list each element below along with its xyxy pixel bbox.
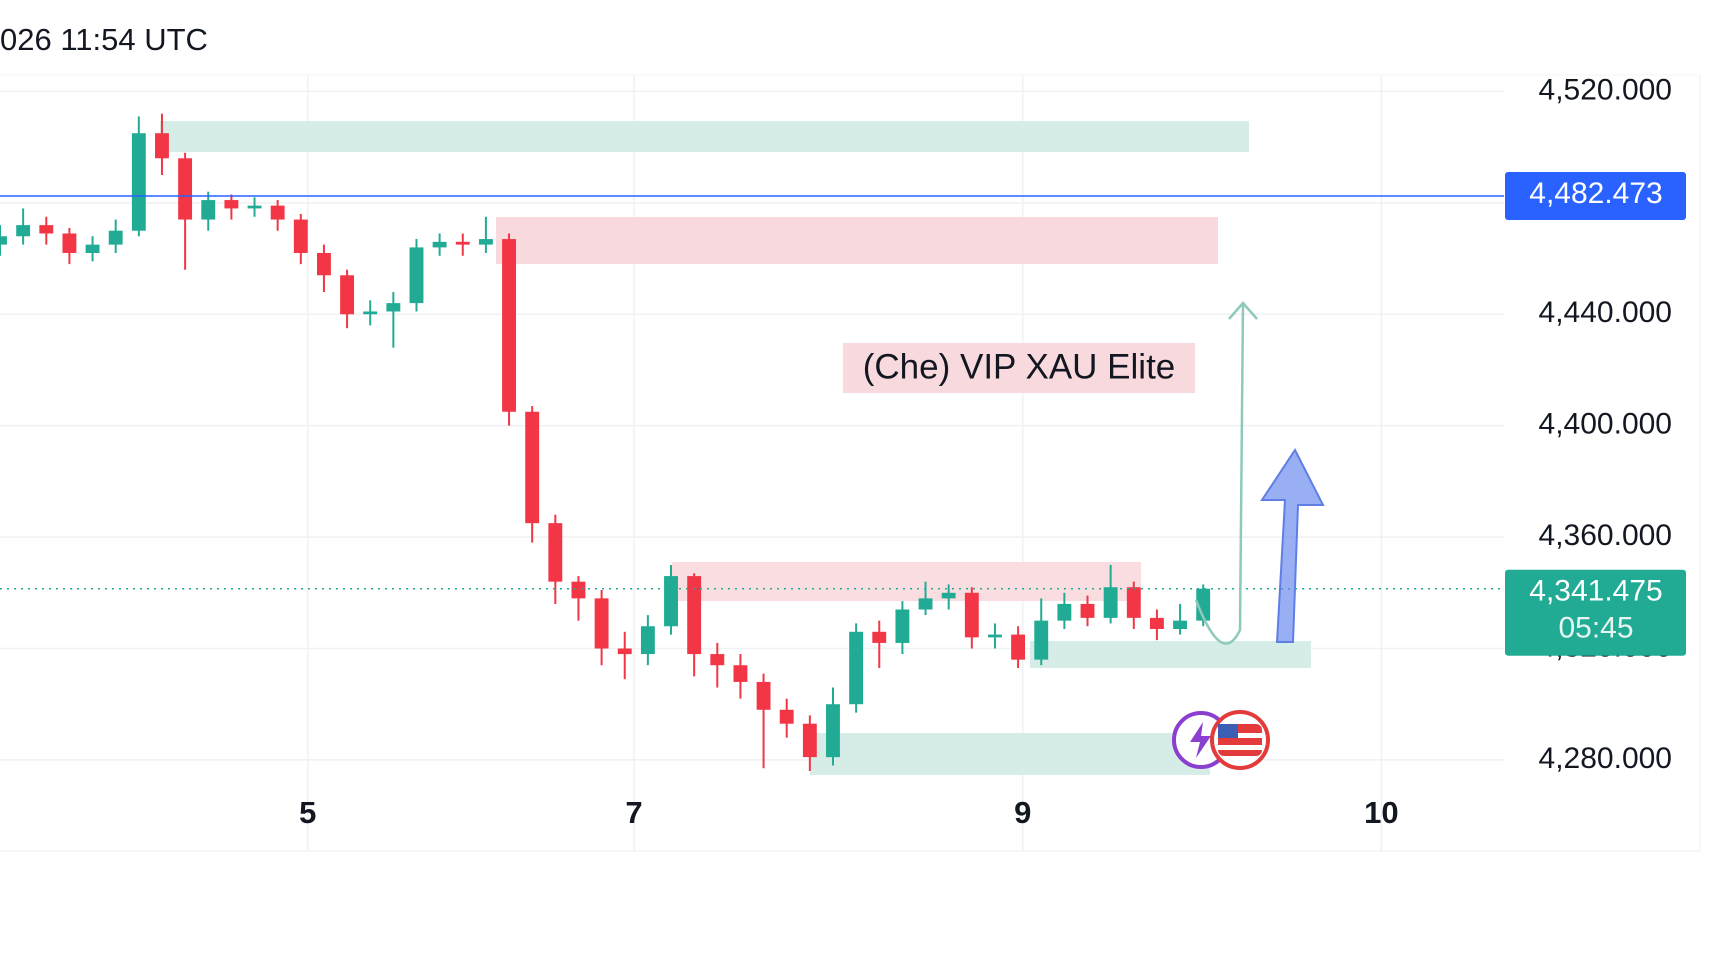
price-lines bbox=[0, 195, 1504, 590]
price-tag bbox=[1505, 171, 1686, 220]
candle-body bbox=[571, 581, 586, 599]
annotation-box bbox=[843, 343, 1195, 393]
candle-body bbox=[756, 681, 771, 710]
drawings: (Che) VIP XAU Elite bbox=[843, 301, 1325, 770]
candle-body bbox=[1080, 603, 1095, 618]
event-icon-bolt bbox=[1190, 722, 1211, 758]
flag-icon-stripe bbox=[1218, 745, 1262, 750]
candle-body bbox=[617, 648, 632, 655]
candle-body bbox=[826, 704, 840, 758]
countdown: 05:45 bbox=[1558, 612, 1633, 645]
candle-body bbox=[224, 200, 239, 209]
flag-icon-canton bbox=[1218, 724, 1238, 738]
candle-body bbox=[247, 205, 262, 209]
candle-body bbox=[988, 634, 1002, 638]
candle-body bbox=[1103, 587, 1118, 618]
candle-body bbox=[386, 303, 401, 312]
candle-body bbox=[340, 275, 355, 315]
bullish-arrow bbox=[1260, 448, 1325, 643]
y-tick-label: 4,520.000 bbox=[1539, 73, 1672, 106]
projection-arrow bbox=[1194, 301, 1258, 645]
candle-body bbox=[1173, 620, 1188, 630]
candle-body bbox=[108, 230, 123, 245]
candle-body bbox=[1196, 588, 1211, 621]
candle-body bbox=[85, 244, 100, 253]
candle-body bbox=[0, 236, 7, 245]
y-tick-label: 4,360.000 bbox=[1539, 519, 1672, 552]
x-tick-label: 9 bbox=[1014, 795, 1031, 830]
candle-body bbox=[640, 626, 655, 655]
y-tick-label: 4,440.000 bbox=[1539, 296, 1672, 329]
candle-body bbox=[664, 576, 678, 627]
candle-body bbox=[1011, 634, 1026, 660]
y-tick-label: 4,280.000 bbox=[1539, 742, 1672, 775]
candle-body bbox=[432, 241, 447, 248]
candle-body bbox=[594, 598, 609, 649]
candle-body bbox=[733, 665, 748, 682]
flag-icon-stripe bbox=[1218, 733, 1262, 738]
x-tick-label: 7 bbox=[625, 795, 642, 830]
candle-body bbox=[802, 723, 817, 758]
candle-body bbox=[1057, 603, 1072, 621]
candle-body bbox=[895, 609, 910, 643]
candle-body bbox=[270, 205, 285, 220]
price-tag-label: 4,482.473 bbox=[1529, 177, 1662, 210]
candle-body bbox=[918, 598, 933, 610]
candle-body bbox=[1149, 617, 1164, 630]
x-tick-label: 10 bbox=[1364, 795, 1398, 830]
candle-body bbox=[409, 247, 424, 304]
supply-zone bbox=[672, 562, 1141, 601]
price-tag bbox=[1505, 569, 1686, 656]
candle-body bbox=[201, 200, 216, 220]
candle-body bbox=[1126, 587, 1141, 618]
candle-body bbox=[548, 523, 563, 582]
demand-zone bbox=[810, 733, 1210, 775]
y-tick-label: 4,400.000 bbox=[1539, 408, 1672, 441]
candle-body bbox=[455, 241, 470, 245]
annotation: (Che) VIP XAU Elite bbox=[863, 347, 1176, 386]
candle-body bbox=[293, 219, 308, 253]
candle-body bbox=[779, 709, 794, 724]
candle-body bbox=[710, 654, 725, 666]
candle-body bbox=[687, 576, 702, 655]
zones bbox=[160, 121, 1311, 775]
candle-body bbox=[16, 225, 31, 237]
candle-body bbox=[1034, 620, 1049, 660]
candle-body bbox=[39, 225, 54, 234]
candle-body bbox=[478, 239, 493, 245]
demand-zone bbox=[1030, 641, 1311, 668]
candle-body bbox=[849, 631, 864, 705]
candle-body bbox=[62, 233, 77, 253]
price-tag-label: 4,341.475 bbox=[1529, 575, 1662, 608]
price-tags: 4,482.473 4,341.475 05:45 bbox=[1505, 171, 1686, 656]
supply-zone bbox=[496, 217, 1218, 264]
candle-body bbox=[155, 133, 169, 159]
chart-title: 026 11:54 UTC bbox=[0, 22, 208, 57]
x-tick-label: 5 bbox=[299, 795, 316, 830]
candle-body bbox=[131, 133, 146, 231]
candle-body bbox=[502, 239, 516, 412]
candles bbox=[0, 113, 1211, 772]
candle-body bbox=[525, 411, 540, 524]
candle-body bbox=[872, 631, 887, 643]
price-axis-bg bbox=[1504, 0, 1728, 972]
candle-body bbox=[316, 252, 331, 276]
candle-body bbox=[964, 592, 979, 638]
candle-body bbox=[178, 158, 193, 220]
demand-zone bbox=[160, 121, 1249, 152]
grid bbox=[0, 75, 1504, 851]
candle-body bbox=[941, 592, 956, 599]
candle-body bbox=[363, 311, 378, 315]
